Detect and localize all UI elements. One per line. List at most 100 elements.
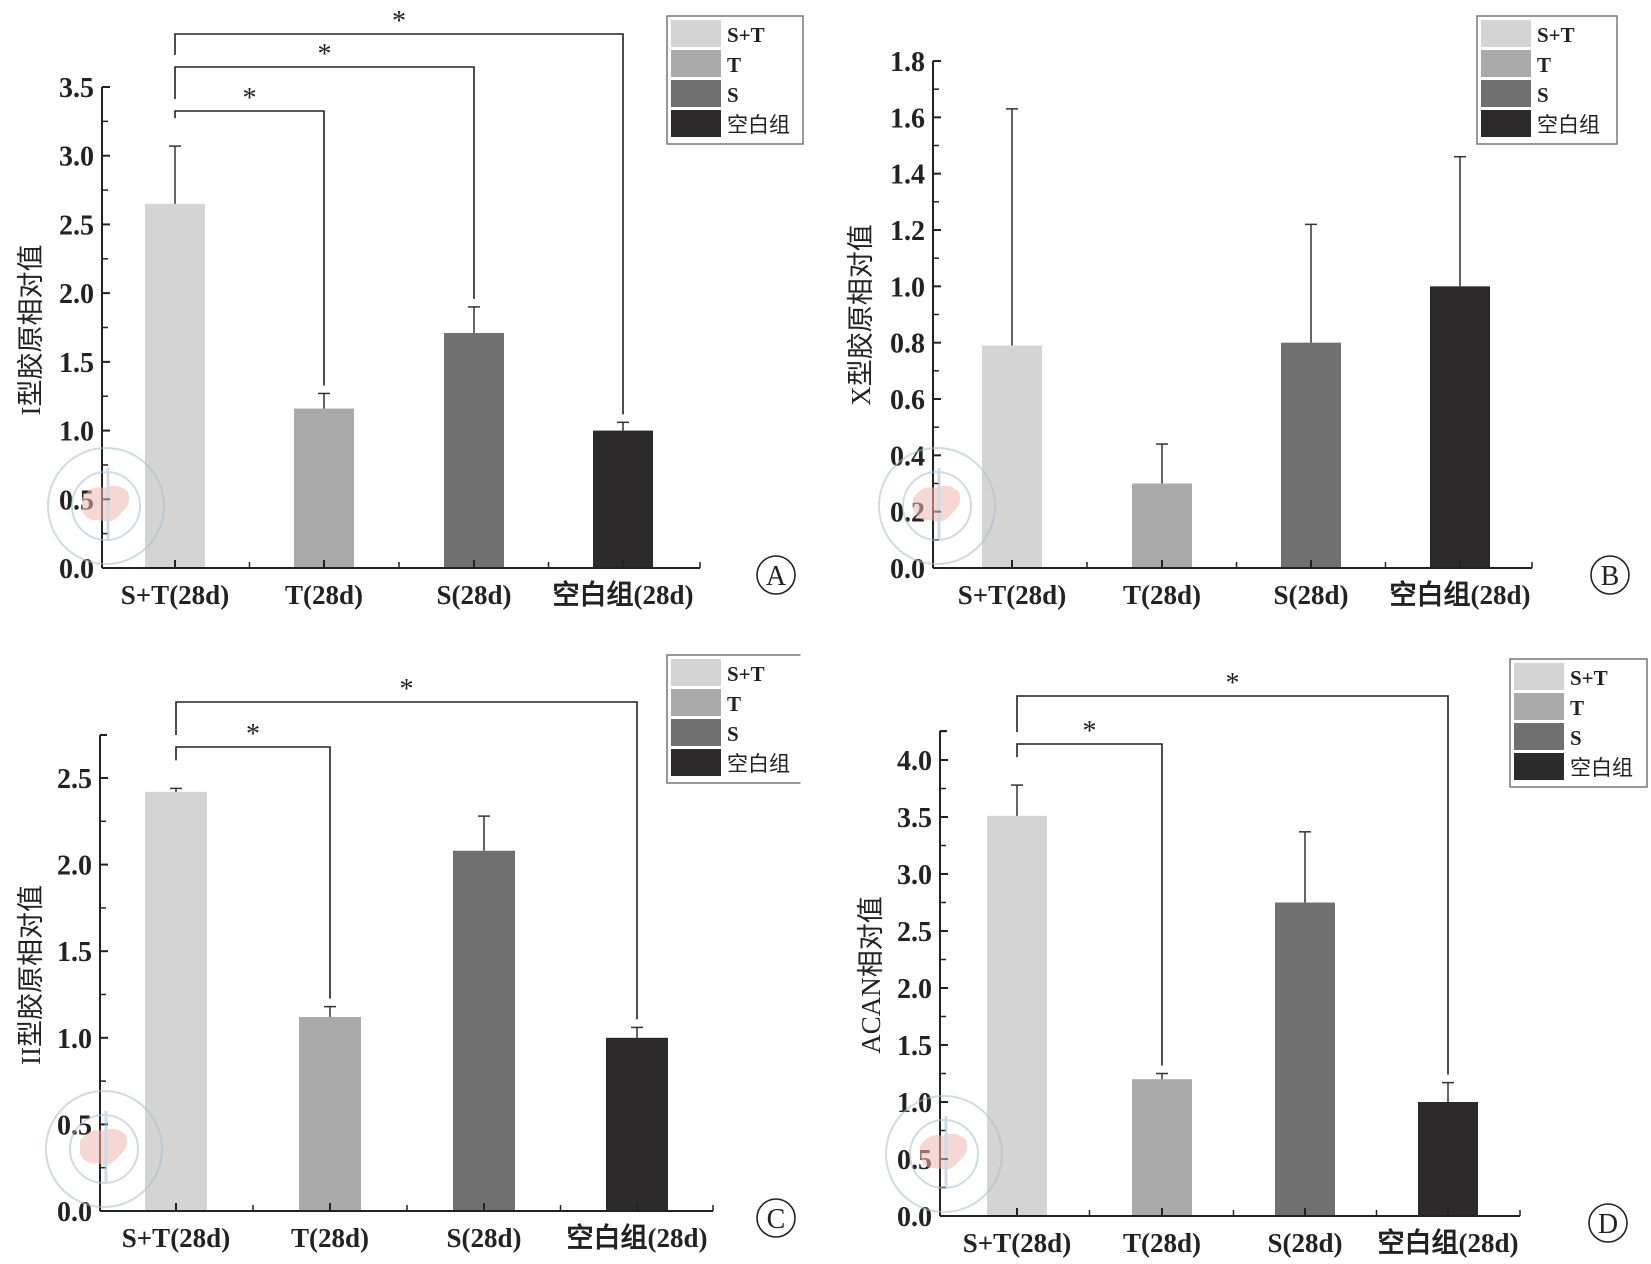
y-tick-label: 0.8	[890, 329, 925, 360]
watermark-map-shape	[82, 485, 130, 522]
bar-b-3	[1430, 286, 1490, 568]
significance-bracket	[175, 701, 638, 1020]
bar-b-0	[982, 345, 1042, 568]
panel-letter-circle	[756, 555, 796, 595]
legend-swatch	[1481, 20, 1531, 47]
y-axis-label: II型胶原相对值	[16, 885, 46, 1065]
legend-label: T	[727, 692, 741, 716]
significance-bracket	[174, 33, 624, 415]
legend-swatch	[1514, 723, 1564, 750]
x-category-label: S(28d)	[446, 1223, 521, 1253]
legend-label: 空白组	[1570, 756, 1633, 780]
y-tick-label: 2.5	[57, 764, 92, 795]
y-tick-label: 2.5	[59, 210, 94, 241]
legend-swatch	[1481, 80, 1531, 107]
panel-letter: A	[766, 561, 787, 592]
watermark-outer-ring	[878, 447, 996, 565]
chart-panel-d: 0.00.51.01.52.02.53.03.54.0S+T(28d) T(28d…	[856, 658, 1648, 1258]
panel-letter: D	[1598, 1209, 1618, 1240]
legend-label: S	[727, 722, 739, 746]
significance-star: *	[1083, 716, 1097, 747]
y-tick-label: 1.4	[890, 160, 925, 191]
bar-a-2	[444, 332, 504, 568]
legend-label: S	[1537, 83, 1549, 107]
significance-star: *	[392, 6, 406, 37]
y-tick-label: 1.0	[57, 1024, 92, 1055]
legend-swatch	[671, 20, 721, 47]
bar-c-0	[145, 791, 207, 1211]
legend-label: S	[727, 83, 739, 107]
x-category-label: T(28d)	[285, 580, 363, 610]
legend-label: S+T	[727, 23, 765, 47]
y-tick-label: 0.6	[890, 385, 925, 416]
watermark-inner-ring	[902, 471, 972, 541]
legend-swatch	[671, 110, 721, 137]
bar-d-2	[1275, 902, 1335, 1216]
legend-swatch	[1481, 110, 1531, 137]
x-category-label: 空白组(28d)	[1390, 579, 1531, 610]
bar-d-3	[1418, 1102, 1478, 1216]
legend-label: T	[727, 53, 741, 77]
x-category-label: S+T(28d)	[122, 1223, 230, 1253]
x-category-label: S(28d)	[436, 580, 511, 610]
bar-c-2	[453, 850, 515, 1211]
legend-swatch	[1514, 663, 1564, 690]
x-category-label: S(28d)	[1267, 1228, 1342, 1258]
y-tick-label: 1.5	[59, 348, 94, 379]
watermark-seal-icon	[47, 447, 165, 565]
y-tick-label: 0.0	[57, 1197, 92, 1228]
bar-a-0	[145, 203, 205, 569]
x-category-label: T(28d)	[1123, 580, 1201, 610]
watermark-seal-icon	[885, 1095, 1003, 1213]
significance-bracket	[174, 110, 325, 386]
x-category-label: S+T(28d)	[958, 580, 1066, 610]
x-category-label: S+T(28d)	[963, 1228, 1071, 1258]
bar-d-1	[1132, 1079, 1192, 1216]
panel-letter: B	[1601, 561, 1620, 592]
significance-star: *	[243, 83, 257, 114]
y-tick-label: 0.0	[897, 1202, 932, 1233]
y-tick-label: 1.2	[890, 216, 925, 247]
bar-a-1	[294, 408, 354, 568]
y-tick-label: 1.8	[890, 47, 925, 78]
legend-label: S	[1570, 726, 1582, 750]
y-tick-label: 3.0	[59, 142, 94, 173]
bar-b-1	[1132, 483, 1192, 568]
legend-label: 空白组	[727, 752, 790, 776]
x-category-label: S(28d)	[1273, 580, 1348, 610]
watermark-outer-ring	[45, 1090, 163, 1208]
y-tick-label: 0.0	[59, 554, 94, 585]
significance-bracket	[1016, 695, 1449, 1075]
watermark-seal-icon	[878, 447, 996, 565]
legend-swatch	[671, 689, 721, 716]
legend-label: S+T	[1570, 666, 1608, 690]
y-tick-label: 3.0	[897, 860, 932, 891]
watermark-outer-ring	[47, 447, 165, 565]
legend-swatch	[671, 719, 721, 746]
legend-label: S+T	[1537, 23, 1575, 47]
bar-b-2	[1281, 342, 1341, 568]
panel-letter-circle	[756, 1198, 796, 1238]
watermark-map-shape	[920, 1133, 968, 1170]
x-category-label: 空白组(28d)	[567, 1222, 708, 1253]
y-tick-label: 1.0	[59, 417, 94, 448]
watermark-outer-ring	[885, 1095, 1003, 1213]
bar-a-3	[593, 430, 653, 568]
legend-swatch	[1514, 693, 1564, 720]
significance-star: *	[1226, 668, 1240, 699]
y-tick-label: 1.5	[897, 1031, 932, 1062]
watermark-seal-icon	[45, 1090, 163, 1208]
x-category-label: T(28d)	[1123, 1228, 1201, 1258]
panel-letter-circle	[1590, 555, 1630, 595]
legend-label: T	[1537, 53, 1551, 77]
significance-star: *	[400, 674, 414, 705]
legend-label: 空白组	[1537, 113, 1600, 137]
y-tick-label: 3.5	[59, 73, 94, 104]
x-category-label: T(28d)	[291, 1223, 369, 1253]
legend-swatch	[1514, 753, 1564, 780]
y-axis-label: X型胶原相对值	[846, 224, 876, 406]
x-category-label: S+T(28d)	[121, 580, 229, 610]
legend-swatch	[671, 659, 721, 686]
y-tick-label: 1.6	[890, 103, 925, 134]
